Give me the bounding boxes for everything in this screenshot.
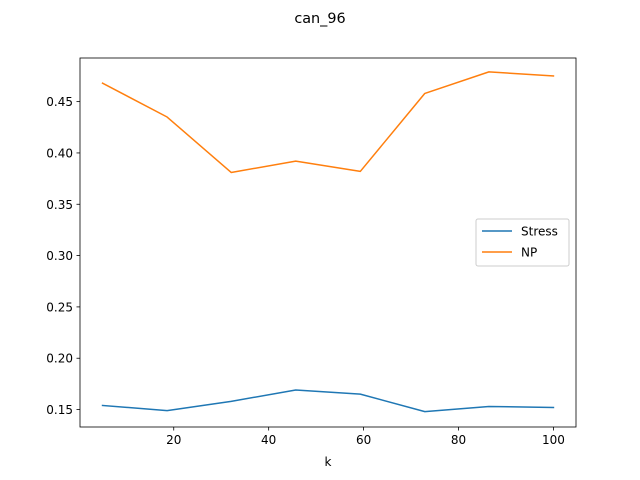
- y-axis: 0.15 0.20 0.25 0.30 0.35 0.40 0.45: [46, 95, 80, 417]
- x-tick-label: 60: [356, 433, 371, 447]
- legend-label-stress: Stress: [521, 225, 558, 239]
- legend: Stress NP: [475, 218, 570, 267]
- series-line-np: [101, 71, 555, 174]
- x-tick-label: 80: [451, 433, 466, 447]
- legend-label-np: NP: [521, 246, 537, 260]
- y-tick-label: 0.35: [46, 198, 73, 212]
- chart-title: can_96: [294, 11, 345, 27]
- x-tick-label: 40: [261, 433, 276, 447]
- y-tick-label: 0.45: [46, 95, 73, 109]
- y-tick-label: 0.25: [46, 300, 73, 314]
- series-line-stress: [101, 389, 555, 413]
- axes-frame: [79, 57, 577, 428]
- y-tick-label: 0.15: [46, 403, 73, 417]
- y-tick-label: 0.30: [46, 249, 73, 263]
- y-tick-label: 0.20: [46, 352, 73, 366]
- x-tick-label: 100: [542, 433, 565, 447]
- x-axis-label: k: [325, 455, 332, 469]
- x-tick-label: 20: [166, 433, 181, 447]
- y-tick-label: 0.40: [46, 146, 73, 160]
- plot-area: [101, 71, 555, 413]
- x-axis: 20 40 60 80 100: [166, 427, 565, 447]
